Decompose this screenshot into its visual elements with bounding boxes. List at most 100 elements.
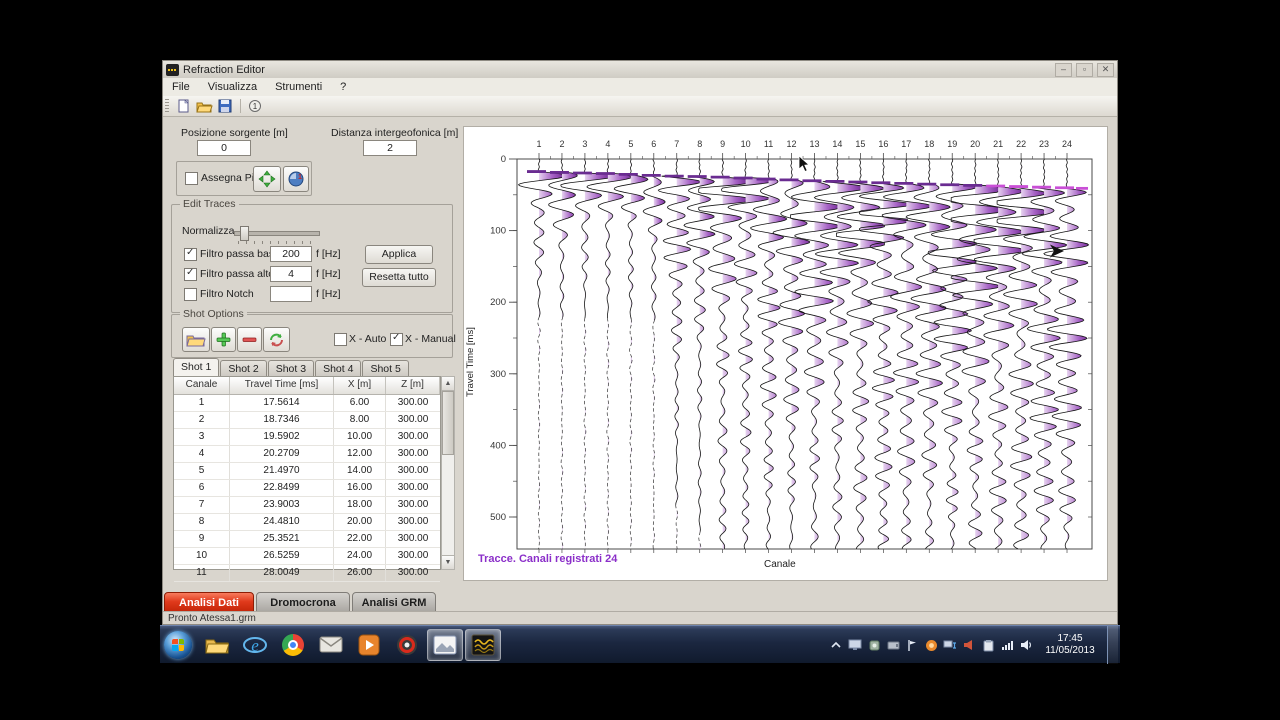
scroll-down-icon[interactable]: ▼ <box>442 555 454 569</box>
shot-tab-shot3[interactable]: Shot 3 <box>267 360 315 377</box>
seismic-trace[interactable] <box>996 158 1046 550</box>
minimize-button[interactable]: – <box>1055 63 1072 77</box>
filter-value-1[interactable] <box>270 266 312 282</box>
menu-item-visualizza[interactable]: Visualizza <box>207 81 258 93</box>
menu-item-[interactable]: ? <box>340 81 347 93</box>
remove-shot-button[interactable] <box>237 327 262 352</box>
seismic-trace[interactable] <box>790 158 839 550</box>
menu-item-strumenti[interactable]: Strumenti <box>275 81 323 93</box>
resetta-tutto-button[interactable]: Resetta tutto <box>362 268 436 287</box>
filter-checkbox-0[interactable] <box>184 247 197 261</box>
shot-tab-shot5[interactable]: Shot 5 <box>362 360 409 377</box>
explorer-icon[interactable] <box>199 629 235 661</box>
applica-button[interactable]: Applica <box>365 245 433 264</box>
shot-tab-shot1[interactable]: Shot 1 <box>173 358 220 377</box>
seismic-trace[interactable] <box>772 159 811 550</box>
seismic-trace[interactable] <box>657 158 702 549</box>
filter-checkbox-2[interactable] <box>184 288 197 301</box>
start-button[interactable] <box>164 630 192 659</box>
save-file-icon[interactable] <box>217 99 234 114</box>
open-file-icon[interactable] <box>196 99 213 114</box>
image-viewer-window[interactable] <box>427 628 463 661</box>
filter-value-2[interactable] <box>270 286 312 302</box>
x-manual-checkbox[interactable] <box>390 332 403 346</box>
menu-item-file[interactable]: File <box>172 81 190 93</box>
taskbar-clock[interactable]: 17:45 11/05/2013 <box>1038 633 1102 657</box>
assegna-pick-checkbox[interactable] <box>185 172 198 185</box>
recorder-icon[interactable] <box>389 629 425 661</box>
display-icon[interactable] <box>848 638 862 652</box>
travel-time-table[interactable]: Canale Travel Time [ms] X [m] Z [m] 1 17.5614… <box>173 376 441 582</box>
pick-crosshair-button[interactable] <box>253 166 281 192</box>
table-row[interactable]: 10 26.5259 24.00 300.00 <box>174 548 440 565</box>
seismic-trace[interactable] <box>836 158 885 550</box>
seismic-trace[interactable] <box>560 158 610 549</box>
bottom-tab-analisi-dati[interactable]: Analisi Dati <box>164 592 254 613</box>
table-row[interactable]: 7 23.9003 18.00 300.00 <box>174 497 440 514</box>
seismic-trace[interactable] <box>721 158 770 550</box>
table-scrollbar[interactable]: ▲ ▼ <box>441 376 455 570</box>
add-shot-button[interactable] <box>211 327 236 352</box>
seismic-trace[interactable] <box>642 158 666 549</box>
pick-tool-button[interactable]: 1 <box>283 166 309 192</box>
refraction-editor-window[interactable] <box>465 628 501 661</box>
filter-value-0[interactable] <box>270 246 312 262</box>
network-icon[interactable] <box>943 638 957 652</box>
title-bar[interactable]: Refraction Editor – ▫ ✕ <box>163 61 1117 79</box>
seismic-trace[interactable] <box>586 158 633 549</box>
load-shot-button[interactable] <box>182 327 210 352</box>
normalizza-slider-track[interactable] <box>234 231 320 236</box>
chrome-icon[interactable] <box>275 629 311 661</box>
column-header-1[interactable]: Travel Time [ms] <box>230 377 334 394</box>
seismic-trace[interactable] <box>750 158 788 550</box>
posizione-input[interactable] <box>197 140 251 156</box>
show-desktop-button[interactable] <box>1107 626 1118 664</box>
seismic-trace[interactable] <box>1043 158 1090 550</box>
seismogram-plot[interactable]: 1 2 3 4 5 6 7 8 9 10 11 12 13 14 15 16 17 18 19 20 21 22 23 240… <box>464 127 1107 580</box>
column-header-3[interactable]: Z [m] <box>386 377 440 394</box>
announce-icon[interactable] <box>962 638 976 652</box>
table-row[interactable]: 6 22.8499 16.00 300.00 <box>174 480 440 497</box>
flag-icon[interactable] <box>905 638 919 652</box>
shot-tab-shot4[interactable]: Shot 4 <box>315 360 362 377</box>
table-row[interactable]: 11 28.0049 26.00 300.00 <box>174 565 440 582</box>
column-header-2[interactable]: X [m] <box>334 377 386 394</box>
seismic-trace[interactable] <box>517 158 564 549</box>
storage-icon[interactable] <box>886 638 900 652</box>
refresh-shot-button[interactable] <box>263 327 290 352</box>
scrollbar-thumb[interactable] <box>442 391 454 455</box>
seismic-trace[interactable] <box>881 158 931 549</box>
seismic-trace[interactable] <box>548 158 578 549</box>
about-icon[interactable]: 1 <box>247 99 264 114</box>
x-auto-checkbox[interactable] <box>334 333 347 346</box>
filter-checkbox-1[interactable] <box>184 267 197 281</box>
seismic-trace[interactable] <box>973 159 1023 550</box>
seismic-trace[interactable] <box>698 158 748 550</box>
table-row[interactable]: 1 17.5614 6.00 300.00 <box>174 395 440 412</box>
seismic-trace[interactable] <box>813 158 862 549</box>
normalizza-slider-thumb[interactable] <box>240 226 249 241</box>
seismic-trace[interactable] <box>613 158 649 549</box>
media-player-icon[interactable] <box>351 629 387 661</box>
hidden-icons-chevron[interactable] <box>829 638 843 652</box>
table-row[interactable]: 9 25.3521 22.00 300.00 <box>174 531 440 548</box>
table-row[interactable]: 4 20.2709 12.00 300.00 <box>174 446 440 463</box>
table-row[interactable]: 3 19.5902 10.00 300.00 <box>174 429 440 446</box>
maximize-button[interactable]: ▫ <box>1076 63 1093 77</box>
table-row[interactable]: 5 21.4970 14.00 300.00 <box>174 463 440 480</box>
seismic-trace[interactable] <box>1021 158 1068 550</box>
internet-explorer-icon[interactable]: e <box>237 629 273 661</box>
scroll-up-icon[interactable]: ▲ <box>442 377 454 391</box>
clipboard-icon[interactable] <box>981 638 995 652</box>
seismic-trace[interactable] <box>683 158 716 549</box>
close-button[interactable]: ✕ <box>1097 63 1114 77</box>
bottom-tab-dromocrona[interactable]: Dromocrona <box>256 592 350 613</box>
seismic-trace[interactable] <box>905 158 951 550</box>
column-header-0[interactable]: Canale <box>174 377 230 394</box>
bottom-tab-analisi-grm[interactable]: Analisi GRM <box>352 592 436 613</box>
seismic-trace[interactable] <box>950 158 1000 550</box>
distanza-input[interactable] <box>363 140 417 156</box>
shot-tab-shot2[interactable]: Shot 2 <box>220 360 267 377</box>
mail-icon[interactable] <box>313 629 349 661</box>
seismic-trace[interactable] <box>858 158 908 550</box>
